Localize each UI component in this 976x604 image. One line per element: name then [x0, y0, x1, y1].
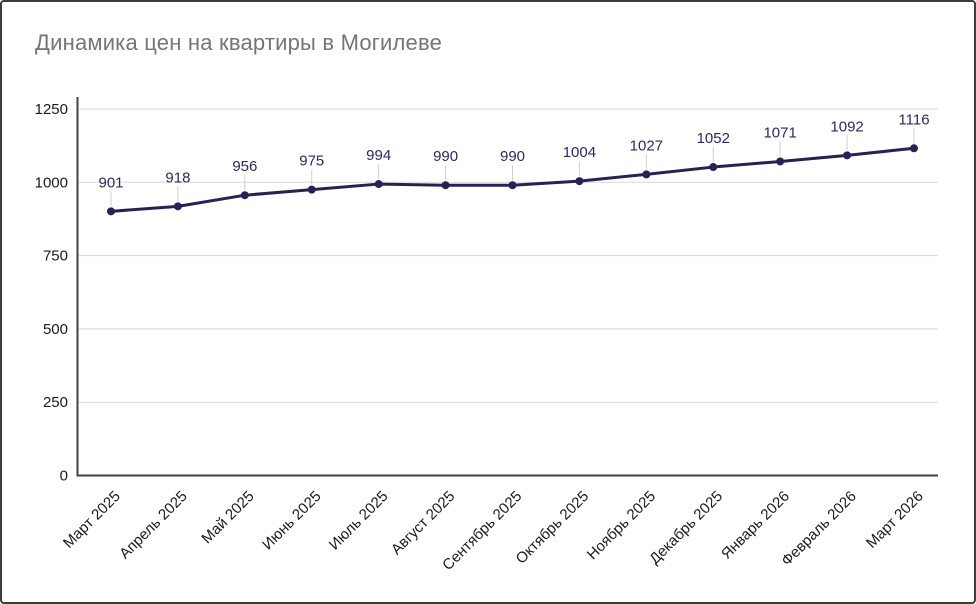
x-axis-label: Июль 2025 [326, 488, 392, 554]
data-point[interactable] [107, 207, 115, 216]
y-axis-label: 1000 [35, 174, 68, 191]
data-point[interactable] [843, 151, 852, 160]
data-point[interactable] [173, 202, 182, 211]
data-label: 994 [366, 147, 391, 164]
data-point[interactable] [508, 181, 517, 190]
data-label: 990 [500, 148, 525, 165]
data-label: 1004 [563, 144, 596, 161]
y-axis-label: 1250 [35, 101, 68, 118]
data-label: 1027 [630, 137, 663, 154]
data-label: 1052 [697, 130, 730, 147]
data-point[interactable] [374, 180, 383, 189]
data-label: 918 [165, 169, 190, 186]
data-point[interactable] [709, 163, 718, 172]
data-point[interactable] [441, 181, 450, 190]
data-label: 1116 [898, 111, 929, 128]
data-label: 901 [98, 174, 123, 191]
x-axis-label: Январь 2026 [718, 488, 793, 563]
x-axis-label: Ноябрь 2025 [584, 488, 659, 563]
data-label: 1071 [763, 124, 796, 141]
x-axis-label: Май 2025 [198, 488, 257, 547]
data-label: 1092 [830, 118, 863, 135]
data-label: 975 [299, 153, 324, 170]
data-point[interactable] [307, 185, 316, 194]
data-point[interactable] [575, 177, 584, 186]
y-axis-label: 750 [43, 248, 68, 265]
y-axis-label: 0 [60, 468, 68, 485]
data-label: 956 [232, 158, 257, 175]
x-axis-label: Апрель 2025 [116, 488, 191, 563]
data-point[interactable] [240, 191, 249, 200]
x-axis-label: Август 2025 [388, 488, 458, 558]
y-axis-label: 500 [43, 321, 68, 338]
data-label: 990 [433, 148, 458, 165]
data-point[interactable] [776, 157, 785, 166]
data-point[interactable] [642, 170, 651, 179]
chart-title: Динамика цен на квартиры в Могилеве [35, 30, 443, 55]
data-point[interactable] [910, 144, 918, 153]
x-axis-label: Март 2026 [863, 488, 927, 552]
x-axis-label: Июнь 2025 [259, 488, 325, 554]
y-axis-label: 250 [43, 394, 68, 411]
x-axis-label: Март 2025 [60, 488, 124, 552]
